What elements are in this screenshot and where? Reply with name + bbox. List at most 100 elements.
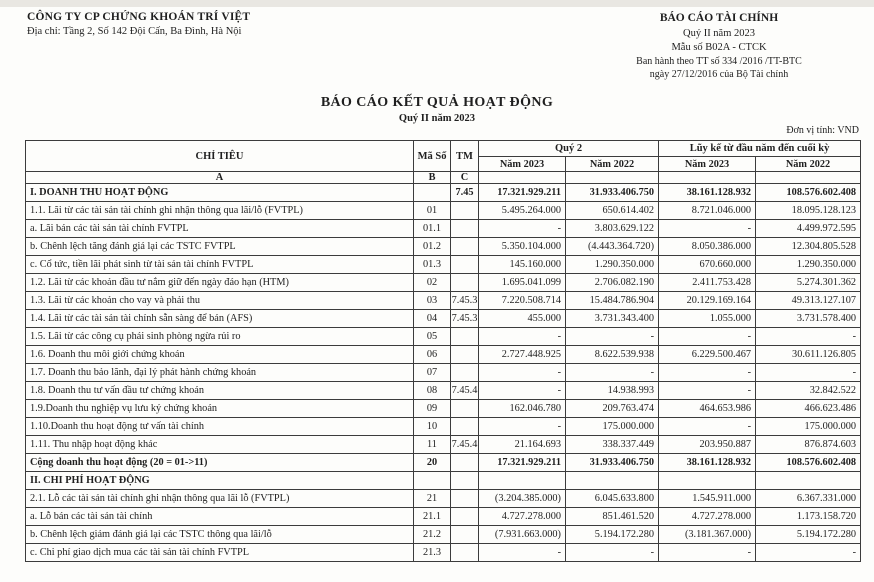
cell-quy2-nam-2023: - bbox=[478, 543, 566, 562]
cell-ma-so: 10 bbox=[413, 417, 451, 436]
form-number: Mẫu số B02A - CTCK bbox=[671, 41, 767, 53]
cell-luyke-nam-2022: 1.173.158.720 bbox=[755, 507, 862, 526]
cell-ma-so: 04 bbox=[413, 309, 451, 328]
cell-luyke-nam-2022: 6.367.331.000 bbox=[755, 489, 862, 508]
cell-label: b. Chênh lệch tăng đánh giá lại các TSTC… bbox=[25, 237, 414, 256]
table-row: c. Cổ tức, tiền lãi phát sinh từ tài sản… bbox=[25, 255, 862, 274]
cell-ma-so: 21.2 bbox=[413, 525, 451, 544]
cell-quy2-nam-2022 bbox=[564, 471, 660, 490]
cell-quy2-nam-2023: 145.160.000 bbox=[478, 255, 566, 274]
cell-luyke-nam-2023: 20.129.169.164 bbox=[658, 291, 757, 310]
document-title: BÁO CÁO KẾT QUẢ HOẠT ĐỘNG bbox=[320, 95, 554, 110]
cell-luyke-nam-2022: 4.499.972.595 bbox=[755, 219, 862, 238]
cell-tm: 7.45.4 bbox=[450, 381, 479, 400]
cell-tm: 7.45 bbox=[450, 183, 479, 202]
cell-tm bbox=[450, 471, 479, 490]
cell-quy2-nam-2022: 1.290.350.000 bbox=[564, 255, 660, 274]
cell-label: 1.7. Doanh thu bảo lãnh, đại lý phát hàn… bbox=[25, 363, 414, 382]
cell-tm bbox=[450, 417, 479, 436]
cell-quy2-nam-2023: (7.931.663.000) bbox=[478, 525, 566, 544]
table-row: 1.9.Doanh thu nghiệp vụ lưu ký chứng kho… bbox=[25, 399, 862, 418]
cell-quy2-nam-2022: - bbox=[564, 543, 660, 562]
cell-quy2-nam-2022: 3.803.629.122 bbox=[564, 219, 660, 238]
table-body: I. DOANH THU HOẠT ĐỘNG 7.45 17.321.929.211… bbox=[25, 183, 862, 562]
report-title: BÁO CÁO TÀI CHÍNH bbox=[659, 12, 779, 24]
cell-tm bbox=[450, 255, 479, 274]
table-row: 1.11. Thu nhập hoạt động khác 11 7.45.4 21.… bbox=[25, 435, 862, 454]
cell-luyke-nam-2023 bbox=[658, 471, 757, 490]
header-luy-ke: Lũy kế từ đầu năm đến cuối kỳ bbox=[658, 140, 862, 157]
cell-luyke-nam-2023: - bbox=[658, 219, 757, 238]
table-row: I. DOANH THU HOẠT ĐỘNG 7.45 17.321.929.211… bbox=[25, 183, 862, 202]
header-col-c: C bbox=[450, 171, 479, 184]
cell-label: c. Cổ tức, tiền lãi phát sinh từ tài sản… bbox=[25, 255, 414, 274]
header-col-a: A bbox=[25, 171, 414, 184]
cell-ma-so: 21.1 bbox=[413, 507, 451, 526]
header-q2-nam-2022: Năm 2022 bbox=[564, 156, 660, 172]
table-row: 1.4. Lãi từ các tài sản tài chính sẵn sà… bbox=[25, 309, 862, 328]
cell-label: II. CHI PHÍ HOẠT ĐỘNG bbox=[25, 471, 414, 490]
cell-luyke-nam-2023: 8.721.046.000 bbox=[658, 201, 757, 220]
table-row: 1.10.Doanh thu hoạt động tư vấn tài chín… bbox=[25, 417, 862, 436]
cell-tm bbox=[450, 363, 479, 382]
cell-luyke-nam-2023: 203.950.887 bbox=[658, 435, 757, 454]
cell-luyke-nam-2023: - bbox=[658, 327, 757, 346]
header-col-b: B bbox=[413, 171, 451, 184]
cell-quy2-nam-2022: 15.484.786.904 bbox=[564, 291, 660, 310]
cell-quy2-nam-2022: (4.443.364.720) bbox=[564, 237, 660, 256]
cell-luyke-nam-2023: 6.229.500.467 bbox=[658, 345, 757, 364]
header-col-empty-4 bbox=[755, 171, 862, 184]
cell-luyke-nam-2023: - bbox=[658, 543, 757, 562]
cell-luyke-nam-2022: 108.576.602.408 bbox=[755, 453, 862, 472]
report-period: Quý II năm 2023 bbox=[682, 27, 756, 39]
cell-quy2-nam-2022: 8.622.539.938 bbox=[564, 345, 660, 364]
cell-luyke-nam-2022: 3.731.578.400 bbox=[755, 309, 862, 328]
cell-quy2-nam-2022: 3.731.343.400 bbox=[564, 309, 660, 328]
table-row: II. CHI PHÍ HOẠT ĐỘNG bbox=[25, 471, 862, 490]
cell-label: 1.1. Lãi từ các tài sản tài chính ghi nh… bbox=[25, 201, 414, 220]
document-title-block: BÁO CÁO KẾT QUẢ HOẠT ĐỘNG Quý II năm 202… bbox=[0, 95, 874, 124]
cell-quy2-nam-2023 bbox=[478, 471, 566, 490]
header-chi-tieu: CHỈ TIÊU bbox=[25, 140, 414, 172]
company-block: CÔNG TY CP CHỨNG KHOÁN TRÍ VIỆT Địa chỉ:… bbox=[27, 11, 407, 37]
cell-ma-so: 01.3 bbox=[413, 255, 451, 274]
cell-quy2-nam-2022: 650.614.402 bbox=[564, 201, 660, 220]
cell-ma-so: 08 bbox=[413, 381, 451, 400]
cell-quy2-nam-2022: 851.461.520 bbox=[564, 507, 660, 526]
cell-ma-so: 01 bbox=[413, 201, 451, 220]
header-col-empty-2 bbox=[564, 171, 660, 184]
cell-tm bbox=[450, 237, 479, 256]
table-row: a. Lãi bán các tài sản tài chính FVTPL 01… bbox=[25, 219, 862, 238]
cell-tm bbox=[450, 489, 479, 508]
cell-ma-so: 01.1 bbox=[413, 219, 451, 238]
cell-ma-so bbox=[413, 471, 451, 490]
cell-quy2-nam-2023: (3.204.385.000) bbox=[478, 489, 566, 508]
header-tm: TM bbox=[450, 140, 479, 172]
table-row: c. Chi phí giao dịch mua các tài sản tài… bbox=[25, 543, 862, 562]
table-row: 1.6. Doanh thu môi giới chứng khoán 06 2.7… bbox=[25, 345, 862, 364]
cell-luyke-nam-2023: 2.411.753.428 bbox=[658, 273, 757, 292]
cell-quy2-nam-2023: - bbox=[478, 417, 566, 436]
cell-label: c. Chi phí giao dịch mua các tài sản tài… bbox=[25, 543, 414, 562]
cell-tm bbox=[450, 399, 479, 418]
cell-quy2-nam-2023: - bbox=[478, 381, 566, 400]
cell-quy2-nam-2023: 4.727.278.000 bbox=[478, 507, 566, 526]
table-row: b. Chênh lệch tăng đánh giá lại các TSTC… bbox=[25, 237, 862, 256]
cell-luyke-nam-2023: 1.055.000 bbox=[658, 309, 757, 328]
cell-label: a. Lỗ bán các tài sản tài chính bbox=[25, 507, 414, 526]
cell-quy2-nam-2023: 1.695.041.099 bbox=[478, 273, 566, 292]
table-row: 1.5. Lãi từ các công cụ phái sinh phòng … bbox=[25, 327, 862, 346]
cell-luyke-nam-2022: 5.274.301.362 bbox=[755, 273, 862, 292]
cell-tm bbox=[450, 543, 479, 562]
cell-luyke-nam-2022: 466.623.486 bbox=[755, 399, 862, 418]
cell-tm bbox=[450, 525, 479, 544]
cell-ma-so: 09 bbox=[413, 399, 451, 418]
table-row: b. Chênh lệch giảm đánh giá lại các TSTC… bbox=[25, 525, 862, 544]
cell-label: a. Lãi bán các tài sản tài chính FVTPL bbox=[25, 219, 414, 238]
cell-ma-so: 01.2 bbox=[413, 237, 451, 256]
cell-quy2-nam-2022: 5.194.172.280 bbox=[564, 525, 660, 544]
cell-quy2-nam-2022: 338.337.449 bbox=[564, 435, 660, 454]
cell-luyke-nam-2023: 670.660.000 bbox=[658, 255, 757, 274]
cell-quy2-nam-2023: - bbox=[478, 363, 566, 382]
report-info-block: BÁO CÁO TÀI CHÍNH Quý II năm 2023 Mẫu số… bbox=[574, 11, 864, 82]
